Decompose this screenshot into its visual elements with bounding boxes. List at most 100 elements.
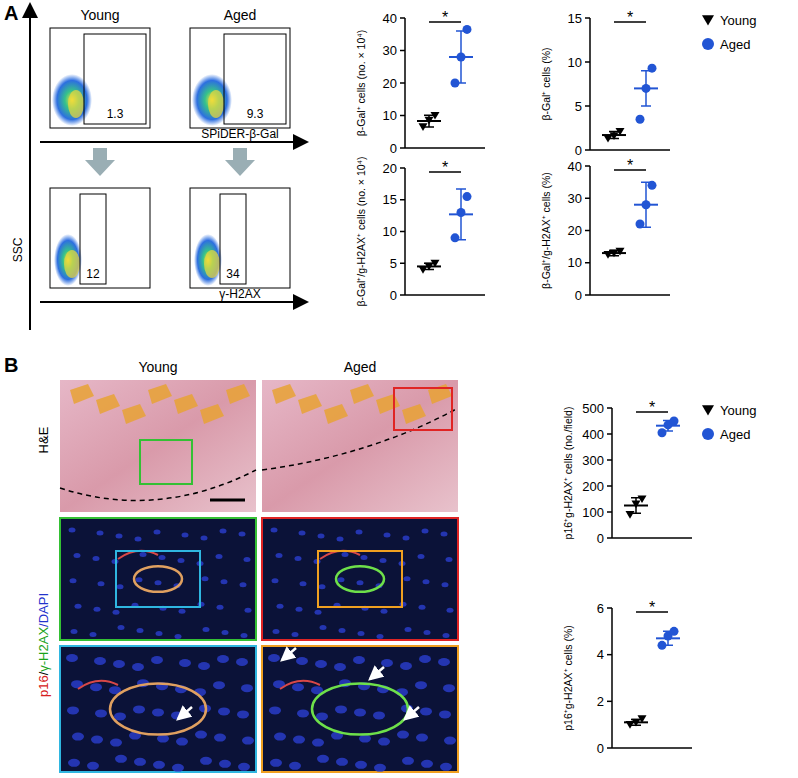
nucleus — [179, 609, 186, 614]
marker — [642, 200, 651, 209]
nucleus — [75, 604, 82, 609]
gate-percent: 9.3 — [247, 107, 264, 121]
nucleus — [135, 537, 142, 542]
pointer-arrow — [405, 707, 419, 719]
marker — [425, 117, 434, 125]
dot-plot: 010203040β-Gal⁺ cells (no. × 10⁴)* — [355, 9, 485, 156]
nucleus — [418, 554, 425, 559]
nucleus — [66, 654, 78, 662]
nucleus — [159, 555, 166, 560]
nucleus — [296, 607, 303, 612]
tick — [585, 61, 590, 63]
nucleus — [182, 533, 189, 538]
nucleus — [113, 660, 125, 668]
marker — [610, 132, 619, 140]
tick-label: 5 — [575, 99, 582, 114]
axis-arrow — [40, 301, 305, 303]
tick-label: 6 — [597, 601, 604, 616]
x-axis — [405, 147, 485, 149]
nucleus — [320, 625, 327, 630]
flow-density — [54, 234, 82, 286]
inset-box — [318, 551, 402, 607]
marker — [451, 79, 460, 88]
nucleus — [334, 663, 346, 671]
nucleus — [72, 733, 84, 741]
bone-texture — [376, 394, 400, 414]
nucleus — [133, 705, 145, 713]
legend-label: Young — [720, 13, 756, 28]
marker — [632, 501, 641, 509]
plot-area — [624, 417, 680, 519]
tick-label: 0 — [575, 288, 582, 303]
error-bar — [456, 31, 466, 83]
tick — [400, 82, 405, 84]
nucleus — [270, 759, 282, 767]
gate-arrow — [85, 148, 115, 176]
flow-plot — [50, 28, 150, 128]
nucleus — [218, 707, 230, 715]
marker — [457, 53, 466, 62]
legend-label: Aged — [720, 37, 750, 52]
marker — [648, 181, 657, 190]
marker — [702, 405, 714, 415]
marker — [636, 115, 645, 124]
axis-label: p16⁺g-H2AX⁺ cells (%) — [562, 625, 574, 730]
nucleus — [201, 536, 208, 541]
tick — [585, 230, 590, 232]
nucleus — [440, 763, 452, 771]
tick-label: 20 — [383, 76, 397, 91]
marker — [670, 627, 679, 636]
nucleus — [151, 656, 163, 664]
nucleus — [420, 707, 432, 715]
nucleus — [176, 738, 188, 746]
nucleus — [423, 579, 430, 584]
nucleus — [156, 631, 163, 636]
nucleus — [221, 579, 228, 584]
nucleus — [338, 577, 345, 582]
nucleus — [213, 681, 225, 689]
tick-label: 15 — [383, 192, 397, 207]
bone-texture — [298, 394, 322, 414]
marker — [632, 719, 641, 727]
nucleus — [68, 759, 80, 767]
nucleus — [402, 757, 414, 765]
plot-area — [417, 25, 473, 131]
nucleus — [67, 706, 79, 714]
nucleus — [217, 605, 224, 610]
dot-plot: 010203040β-Gal⁺/g-H2AX⁺ cells (%)* — [540, 157, 670, 303]
nucleus — [353, 656, 365, 664]
tick — [607, 407, 612, 409]
gate — [84, 34, 146, 124]
vessel-stain — [336, 566, 384, 592]
nucleus — [94, 607, 101, 612]
tick-label: 10 — [383, 224, 397, 239]
marker — [648, 64, 657, 73]
nucleus — [297, 709, 309, 717]
nucleus — [295, 556, 302, 561]
flow-plot — [50, 188, 150, 288]
nucleus — [217, 655, 229, 663]
nucleus — [118, 625, 125, 630]
marker — [638, 715, 647, 723]
gate — [224, 34, 286, 124]
bone-texture — [226, 384, 250, 404]
legend-label: Aged — [720, 427, 750, 442]
nucleus — [336, 758, 348, 766]
nucleus — [134, 758, 146, 766]
nucleus — [87, 762, 99, 770]
nucleus — [152, 708, 164, 716]
flow-density — [204, 250, 220, 278]
x-axis — [612, 537, 692, 539]
nucleus — [153, 761, 165, 769]
tick — [400, 231, 405, 233]
pointer-arrow — [370, 667, 384, 679]
tick-label: 30 — [568, 191, 582, 206]
tick-label: 0 — [390, 288, 397, 303]
pointer-arrow — [178, 707, 192, 719]
tick-label: 40 — [568, 159, 582, 174]
tick-label: 40 — [383, 11, 397, 26]
tick-label: 20 — [568, 223, 582, 238]
stain-part: p16 — [36, 675, 51, 697]
nucleus — [404, 576, 411, 581]
legend-label: Young — [720, 403, 756, 418]
